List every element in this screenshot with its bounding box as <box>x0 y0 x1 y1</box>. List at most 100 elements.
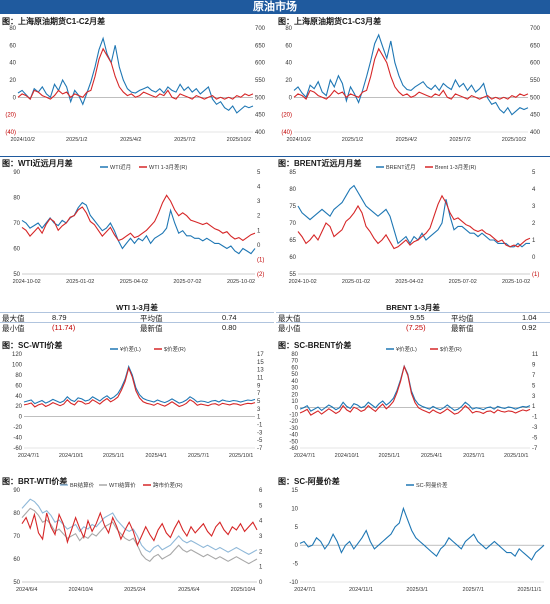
y2-tick-label: 450 <box>255 113 266 119</box>
y2-tick-label: 1 <box>257 415 261 421</box>
y-tick-label: 15 <box>291 488 298 494</box>
y-tick-label: 90 <box>13 488 20 494</box>
y2-tick-label: 15 <box>257 360 264 366</box>
y2-tick-label: 500 <box>255 95 266 101</box>
series-line <box>23 366 256 408</box>
chart-svg: (40) (20) 0 20 40 60 80 400 450 500 550 600 650 700 20… <box>281 26 541 143</box>
y-tick-label: 60 <box>9 43 16 49</box>
y2-tick-label: 1 <box>532 404 536 410</box>
y2-tick-label: 500 <box>530 95 541 101</box>
stat-value: 0.92 <box>522 323 537 332</box>
y-tick-label: 55 <box>289 272 296 278</box>
series-line <box>297 184 530 248</box>
y-tick-label: 0 <box>19 415 23 421</box>
chart-svg: 55 60 65 70 75 80 85 (1) 0 1 2 3 4 5 2024-10-02 2025-01… <box>289 163 540 285</box>
panel-sc-oman: 图：SC-阿曼价差 -10 -5 0 5 10 15 2024/7/1 2024/11/1 20… <box>276 476 550 604</box>
y2-tick-label: 3 <box>257 407 261 413</box>
series-line <box>299 364 531 412</box>
y2-tick-label: -5 <box>532 436 538 442</box>
stat-value: 0.80 <box>222 323 237 332</box>
x-tick-label: 2025-01-02 <box>342 279 370 285</box>
y-tick-label: 80 <box>291 352 298 358</box>
y2-tick-label: 11 <box>257 376 264 382</box>
legend-label: BR结算价 <box>70 481 95 489</box>
series-line <box>21 194 256 242</box>
x-tick-label: 2025-04-02 <box>120 279 148 285</box>
y2-tick-label: 650 <box>255 43 266 49</box>
y-tick-label: 40 <box>15 394 22 400</box>
y2-tick-label: 9 <box>257 383 261 389</box>
y-tick-label: 60 <box>15 383 22 389</box>
y2-tick-label: 450 <box>530 113 541 119</box>
y2-tick-label: 7 <box>257 391 261 397</box>
y2-tick-label: -1 <box>257 423 263 429</box>
stat-value: 8.79 <box>52 313 67 322</box>
panel-sc-brent: 图：SC-BRENT价差 -60 -50 -40 -30 -20 -10 0 10 20 30 40… <box>276 340 550 472</box>
x-tick-label: 2024/7/1 <box>18 453 39 459</box>
series-line <box>21 201 256 255</box>
series-line <box>293 47 529 100</box>
x-tick-label: 2025/1/1 <box>379 453 400 459</box>
y-tick-label: 75 <box>289 204 296 210</box>
chart-svg: -60-40-20020406080100120-7-5-3-113579111… <box>12 345 264 459</box>
y-tick-label: 80 <box>15 373 22 379</box>
y-tick-label: -40 <box>289 433 298 439</box>
x-tick-label: 2024/10/4 <box>69 587 93 593</box>
x-tick-label: 2024/10/2 <box>10 137 34 143</box>
legend-label: Brent 1-3月差(R) <box>435 163 476 171</box>
x-tick-label: 2024/7/1 <box>294 453 315 459</box>
y-tick-label: 0 <box>289 95 293 101</box>
y-tick-label: 10 <box>291 506 298 512</box>
page-banner: 原油市场 <box>0 0 550 14</box>
y2-tick-label: 0 <box>257 243 261 249</box>
chart-title: 图：上海原油期货C1-C3月差 <box>278 17 382 26</box>
y-tick-label: -60 <box>13 446 22 452</box>
series-line <box>293 33 529 116</box>
y2-tick-label: 3 <box>259 534 263 540</box>
x-tick-label: 2025/1/1 <box>103 453 124 459</box>
x-tick-label: 2024/10/1 <box>335 453 359 459</box>
y-tick-label: 30 <box>291 386 298 392</box>
y-tick-label: -10 <box>289 580 298 586</box>
y-tick-label: 5 <box>295 525 299 531</box>
y2-tick-label: 650 <box>530 43 541 49</box>
y-tick-label: 0 <box>295 406 299 412</box>
y2-tick-label: 6 <box>259 488 263 494</box>
x-tick-label: 2025-07-02 <box>449 279 477 285</box>
y-tick-label: 65 <box>289 238 296 244</box>
chart-title: 图：上海原油期货C1-C2月差 <box>2 17 106 26</box>
x-tick-label: 2025/10/2 <box>227 137 251 143</box>
y-tick-label: 40 <box>9 61 16 67</box>
y2-tick-label: -7 <box>532 446 538 452</box>
x-tick-label: 2025/10/1 <box>229 453 253 459</box>
y-tick-label: (20) <box>281 113 292 119</box>
y2-tick-label: 2 <box>532 221 536 227</box>
y-tick-label: -20 <box>13 425 22 431</box>
legend-label: WTI结算价 <box>109 481 136 489</box>
y2-tick-label: 2 <box>259 549 263 555</box>
legend-label: ¥价差(L) <box>396 345 417 353</box>
y2-tick-label: 550 <box>530 78 541 84</box>
stat-label: 平均值 <box>451 314 474 323</box>
y-tick-label: 80 <box>13 511 20 517</box>
y-tick-label: 70 <box>13 534 20 540</box>
y-tick-label: 70 <box>289 221 296 227</box>
x-tick-label: 2024/10/1 <box>59 453 83 459</box>
y2-tick-label: -1 <box>532 415 538 421</box>
y-tick-label: 40 <box>291 379 298 385</box>
y-tick-label: 40 <box>285 61 292 67</box>
x-tick-label: 2025/6/4 <box>178 587 199 593</box>
y2-tick-label: 1 <box>259 565 263 571</box>
y2-tick-label: 400 <box>255 130 266 136</box>
x-tick-label: 2025/7/1 <box>463 587 484 593</box>
panel-wti-spread: 图：WTI近远月月差 50 60 70 80 90 (2) (1) 0 1 2 3 4 5 2024-10… <box>0 158 275 300</box>
stat-label: 最大值 <box>278 314 301 323</box>
y-tick-label: 80 <box>285 26 292 32</box>
stat-value: (7.25) <box>406 323 426 332</box>
x-tick-label: 2025/10/1 <box>504 453 528 459</box>
y-tick-label: 85 <box>289 170 296 176</box>
stat-label: 平均值 <box>140 314 163 323</box>
brent-stats-table: BRENT 1-3月差 最大值 9.55 平均值 1.04 最小值 (7.25)… <box>276 302 550 334</box>
y-tick-label: -5 <box>293 562 299 568</box>
stat-value: (11.74) <box>52 323 76 332</box>
